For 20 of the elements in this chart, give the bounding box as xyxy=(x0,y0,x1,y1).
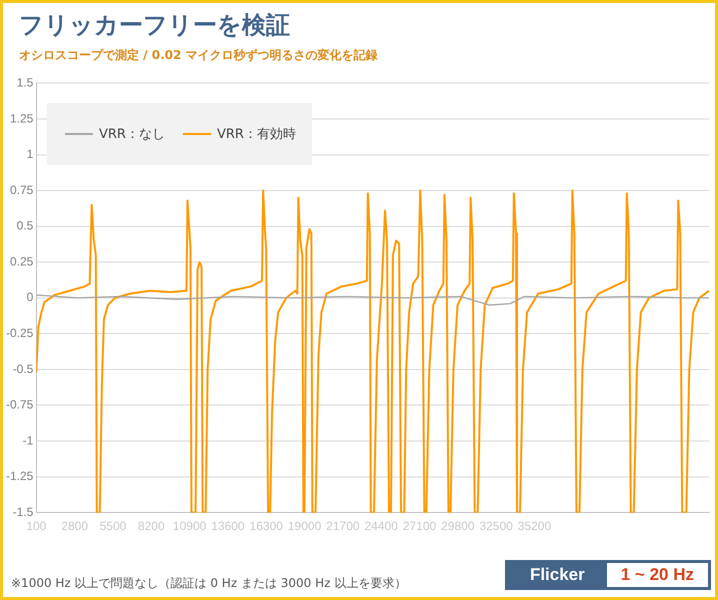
y-tick-label: 1.5 xyxy=(16,76,34,90)
legend-label: VRR：なし xyxy=(99,126,165,143)
y-tick-label: -0.25 xyxy=(6,326,34,340)
y-tick-label: 0.5 xyxy=(16,218,34,233)
y-tick-label: 0 xyxy=(26,290,34,304)
text: Flicker xyxy=(528,564,586,586)
legend-label: VRR：有効時 xyxy=(216,126,296,143)
text: ※1000 Hz 以上で問題なし（認証は 0 Hz または 3000 Hz 以上を要求） xyxy=(11,575,406,592)
y-tick-label: 0.25 xyxy=(10,254,34,268)
y-tick-label: -0.5 xyxy=(12,362,34,376)
y-tick-label: -1.25 xyxy=(6,469,34,484)
chart-title: フリッカーフリーを検証 xyxy=(19,10,290,41)
y-tick-label: 1.25 xyxy=(10,111,34,126)
y-tick-label: -1.5 xyxy=(12,504,34,519)
text: 1 ~ 20 Hz xyxy=(606,563,708,587)
y-tick-label: -0.75 xyxy=(6,398,34,412)
y-tick-label: 0.75 xyxy=(10,182,34,197)
chart-subtitle: オシロスコープで測定 / 0.02 マイクロ秒ずつ明るさの変化を記録 xyxy=(19,47,378,64)
y-tick-label: 1 xyxy=(26,147,34,162)
y-tick-label: -1 xyxy=(22,433,34,448)
